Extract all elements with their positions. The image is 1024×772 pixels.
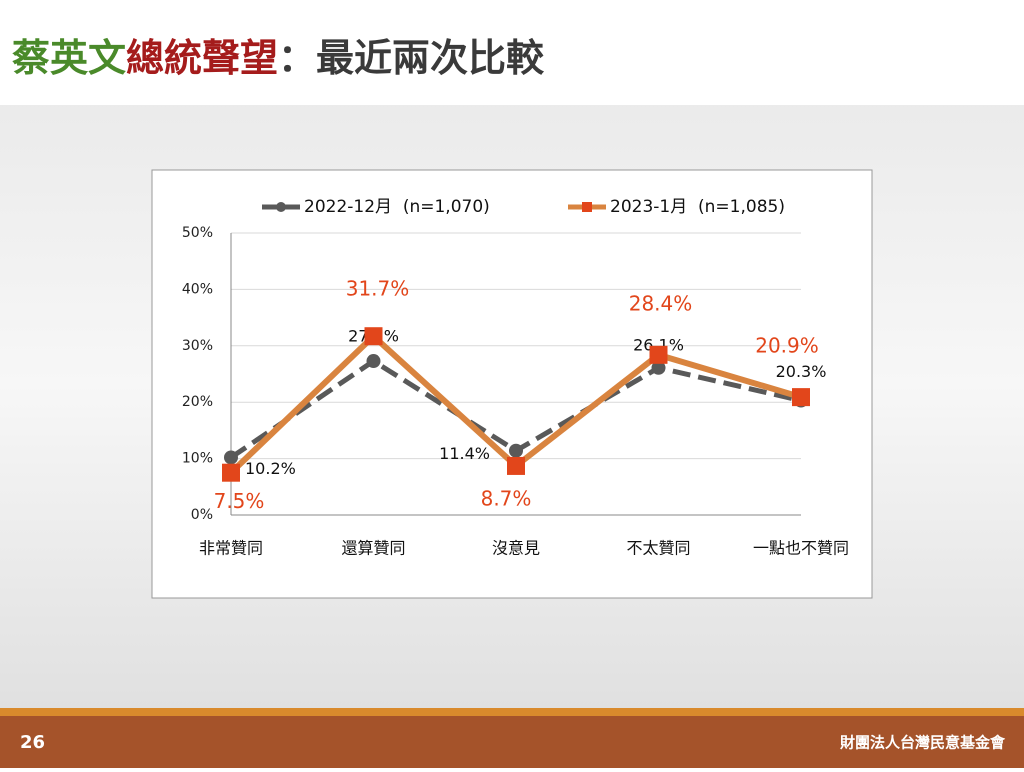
slide-title: 蔡英文總統聲望：最近兩次比較: [12, 36, 545, 80]
page-number: 26: [20, 732, 45, 753]
legend-label: 2022-12月 (n=1,070): [304, 197, 490, 217]
legend-label: 2023-1月 (n=1,085): [610, 197, 785, 217]
y-tick-label: 40%: [182, 281, 213, 297]
y-tick-label: 10%: [182, 451, 213, 467]
x-tick-label: 不太贊同: [626, 539, 690, 558]
value-label: 26.1%: [633, 335, 684, 354]
legend-marker: [582, 202, 592, 212]
y-tick-label: 50%: [182, 225, 213, 241]
header-band: [0, 0, 1024, 105]
value-label: 7.5%: [214, 489, 265, 513]
point: [366, 354, 381, 369]
y-tick-label: 0%: [191, 507, 213, 523]
point: [224, 450, 238, 465]
chart: 0% 10% 20% 30% 40% 50% 非常贊同 還算贊同 沒意見 不太贊同 一點也不贊同 20…: [182, 197, 849, 558]
footer-strip: [0, 708, 1024, 716]
value-label: 10.2%: [245, 459, 296, 478]
x-tick-label: 一點也不贊同: [753, 539, 849, 558]
value-label: 8.7%: [481, 486, 532, 510]
value-label: 11.4%: [439, 444, 490, 463]
value-label: 31.7%: [346, 277, 410, 301]
x-tick-label: 沒意見: [492, 539, 540, 558]
org-name: 財團法人台灣民意基金會: [839, 734, 1006, 752]
x-tick-label: 還算贊同: [341, 539, 405, 558]
point: [509, 443, 523, 458]
x-tick-label: 非常贊同: [199, 539, 263, 558]
point: [222, 463, 240, 482]
point: [792, 388, 810, 407]
title-part: 總統聲望: [126, 36, 278, 80]
y-tick-label: 20%: [182, 394, 213, 410]
value-label: 20.9%: [755, 334, 819, 358]
point: [507, 456, 525, 475]
value-label: 28.4%: [629, 291, 693, 315]
point: [651, 360, 666, 375]
point: [649, 345, 668, 364]
footer-bar: [0, 716, 1024, 768]
value-label: 20.3%: [776, 362, 827, 381]
point: [364, 327, 383, 346]
legend-marker: [276, 202, 286, 212]
y-tick-label: 30%: [182, 338, 213, 354]
title-part: 蔡英文: [12, 36, 126, 80]
title-part: ：最近兩次比較: [278, 36, 545, 80]
